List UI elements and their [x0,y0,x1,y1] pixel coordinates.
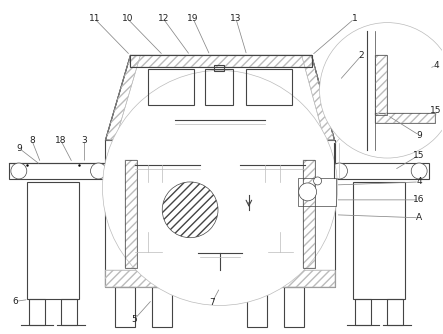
Bar [105,270,334,288]
Bar [105,270,334,288]
Text: 16: 16 [413,195,425,204]
Bar [247,288,267,327]
Bar [27,182,78,300]
Text: 7: 7 [209,298,215,307]
Bar [61,300,77,325]
Bar [303,160,315,268]
Bar [303,160,315,268]
Text: 13: 13 [230,14,242,23]
Bar [148,69,194,105]
Bar [152,288,172,327]
Bar [246,69,291,105]
Text: 9: 9 [16,144,22,153]
Text: 15: 15 [430,106,442,115]
Bar [130,55,311,67]
Text: 3: 3 [82,136,87,145]
Circle shape [331,163,347,179]
Bar [387,300,403,325]
Circle shape [314,177,322,185]
Bar [375,55,387,115]
Bar [130,55,311,67]
Bar [298,178,335,206]
Text: 2: 2 [358,51,364,60]
Text: 4: 4 [433,61,439,70]
Bar [214,65,224,71]
Circle shape [11,163,27,179]
Circle shape [411,163,427,179]
Polygon shape [105,55,334,140]
Circle shape [319,23,443,158]
Text: 8: 8 [29,136,35,145]
Text: A: A [416,213,422,222]
Bar [9,163,109,179]
Text: 1: 1 [352,14,358,23]
Text: 19: 19 [187,14,199,23]
Bar [284,288,303,327]
Bar [375,113,435,123]
Bar [354,182,405,300]
Bar [105,140,334,288]
Circle shape [90,163,106,179]
Text: 5: 5 [132,315,137,324]
Circle shape [102,70,338,305]
Text: 9: 9 [416,131,422,140]
Bar [375,113,435,123]
Bar [355,300,371,325]
Text: 4: 4 [416,177,422,186]
Bar [330,163,429,179]
Bar [116,288,136,327]
Text: 6: 6 [12,297,18,306]
Bar [125,160,137,268]
Bar [125,160,137,268]
Text: 18: 18 [55,136,66,145]
Text: 10: 10 [122,14,133,23]
Text: 11: 11 [89,14,100,23]
Bar [29,300,45,325]
Text: 15: 15 [413,151,425,160]
Circle shape [299,183,317,201]
Bar [375,55,387,115]
Text: 12: 12 [158,14,169,23]
Bar [205,69,233,105]
